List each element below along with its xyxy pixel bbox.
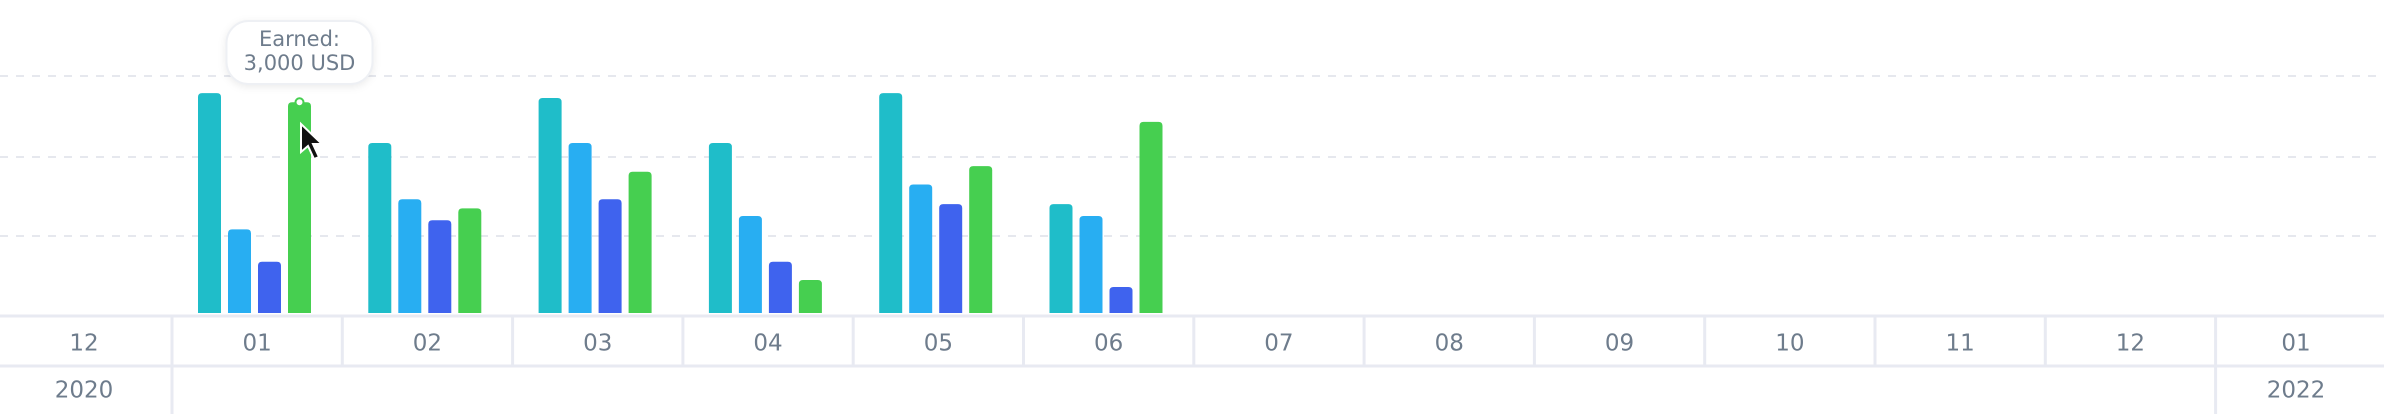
bar [1049,204,1073,313]
bar [288,102,311,313]
x-tick-label: 02 [413,331,442,357]
x-tick-label: 10 [1775,331,1804,357]
grid [0,75,2384,237]
x-tick-label: 12 [69,331,98,357]
x-tick-label: 01 [243,331,272,357]
bar [598,199,622,313]
bar [538,98,562,313]
x-tick-label: 11 [1946,331,1975,357]
bar [738,216,762,313]
bar [708,142,732,313]
bar [258,261,281,313]
tooltip-box [225,20,374,85]
x-tick-label: 07 [1264,331,1293,357]
x-tick-label: 08 [1435,331,1464,357]
columns: 12 01 02 03 04 05 06 07 08 09 10 11 12 01 2020 2022 [55,316,2326,414]
year-label: 2020 [55,378,114,404]
bar [798,279,822,313]
bar [398,199,422,313]
hover-dot [294,97,305,108]
bar [198,93,221,314]
x-tick-label: 03 [583,331,612,357]
bar [768,261,792,313]
x-tick-label: 04 [753,331,782,357]
x-tick-label: 12 [2116,331,2145,357]
bar [879,93,903,314]
bar [228,229,251,313]
x-tick-label: 06 [1094,331,1123,357]
bar [568,142,592,313]
bars [198,93,1163,314]
bar [1139,121,1163,313]
bar [1109,287,1133,313]
bar [458,208,482,313]
bar [909,184,933,313]
bar [368,142,392,313]
x-tick-label: 01 [2281,331,2310,357]
bar [1079,216,1103,313]
bar [428,220,452,313]
tooltip: Earned:3,000 USD [225,20,374,108]
cursor [300,121,325,161]
x-tick-label: 05 [924,331,953,357]
year-label: 2022 [2267,378,2326,404]
bar [939,204,963,313]
tooltip-value: 3,000 USD [244,51,356,75]
tooltip-title: Earned: [259,27,340,51]
bar [969,166,993,313]
x-tick-label: 09 [1605,331,1634,357]
bar [628,171,652,313]
